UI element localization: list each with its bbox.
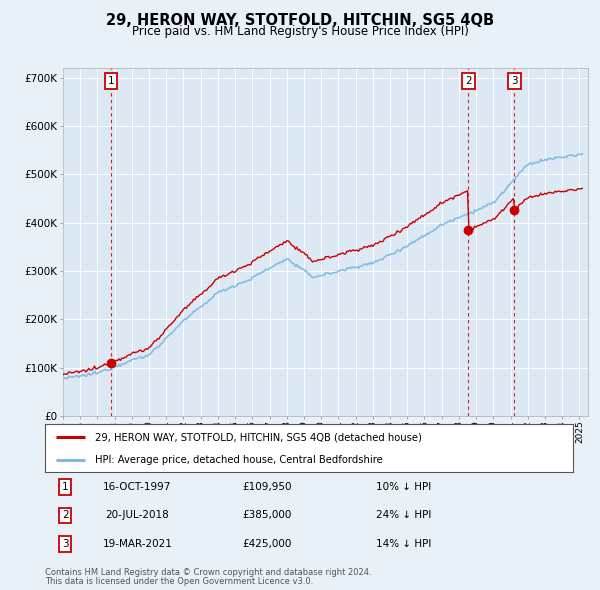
Text: Contains HM Land Registry data © Crown copyright and database right 2024.: Contains HM Land Registry data © Crown c… (45, 568, 371, 577)
Text: This data is licensed under the Open Government Licence v3.0.: This data is licensed under the Open Gov… (45, 577, 313, 586)
Text: 3: 3 (511, 76, 518, 86)
Text: 19-MAR-2021: 19-MAR-2021 (103, 539, 172, 549)
Text: 29, HERON WAY, STOTFOLD, HITCHIN, SG5 4QB: 29, HERON WAY, STOTFOLD, HITCHIN, SG5 4Q… (106, 12, 494, 28)
Text: 16-OCT-1997: 16-OCT-1997 (103, 481, 172, 491)
Text: 29, HERON WAY, STOTFOLD, HITCHIN, SG5 4QB (detached house): 29, HERON WAY, STOTFOLD, HITCHIN, SG5 4Q… (95, 432, 422, 442)
Text: 20-JUL-2018: 20-JUL-2018 (106, 510, 169, 520)
Text: £425,000: £425,000 (242, 539, 292, 549)
Text: 24% ↓ HPI: 24% ↓ HPI (376, 510, 432, 520)
Text: HPI: Average price, detached house, Central Bedfordshire: HPI: Average price, detached house, Cent… (95, 455, 383, 466)
Text: 1: 1 (108, 76, 115, 86)
Text: 2: 2 (62, 510, 68, 520)
Text: 1: 1 (62, 481, 68, 491)
Text: £385,000: £385,000 (242, 510, 292, 520)
Text: £109,950: £109,950 (242, 481, 292, 491)
Text: 2: 2 (465, 76, 472, 86)
Text: 3: 3 (62, 539, 68, 549)
Text: Price paid vs. HM Land Registry's House Price Index (HPI): Price paid vs. HM Land Registry's House … (131, 25, 469, 38)
Text: 10% ↓ HPI: 10% ↓ HPI (376, 481, 431, 491)
Text: 14% ↓ HPI: 14% ↓ HPI (376, 539, 432, 549)
